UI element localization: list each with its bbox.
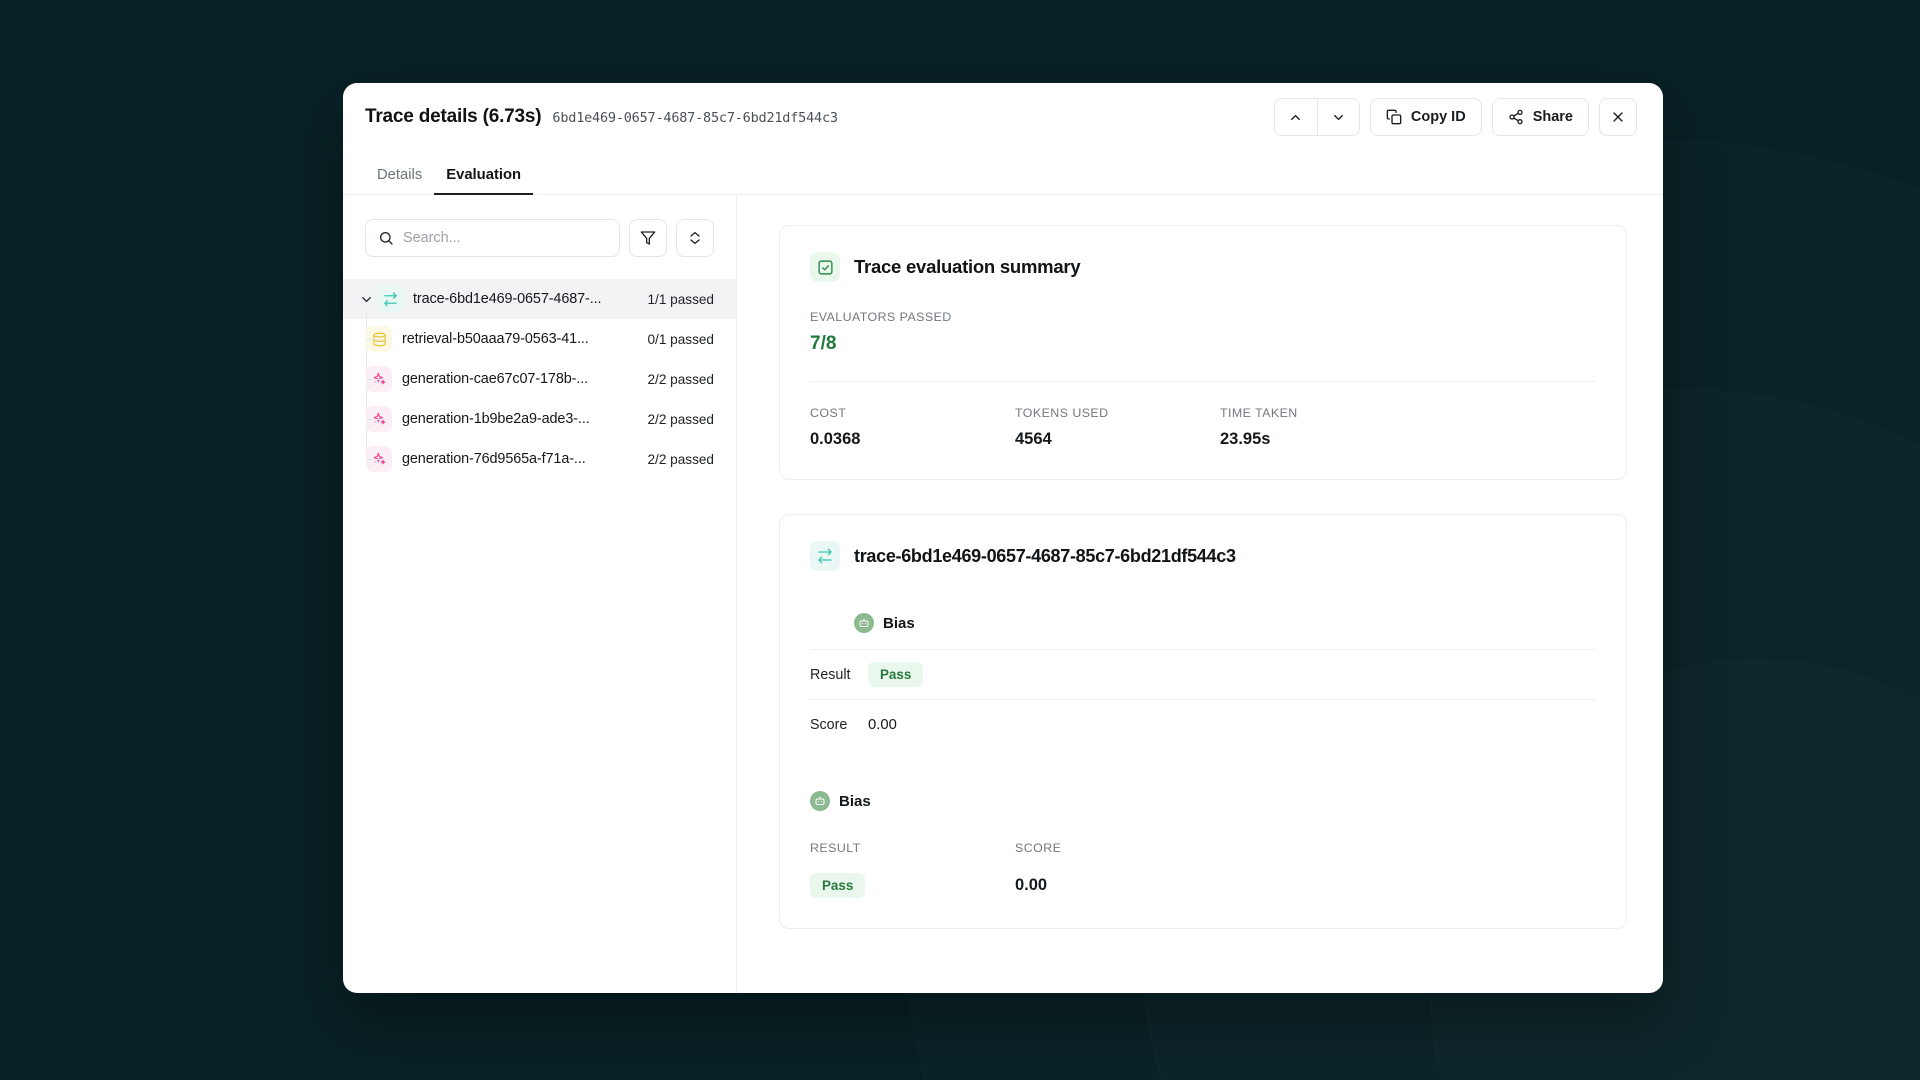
metric-value: 0.0368 [810, 430, 861, 448]
copy-id-button[interactable]: Copy ID [1369, 98, 1482, 136]
share-button[interactable]: Share [1491, 98, 1589, 136]
span-tree-pane: trace-6bd1e469-0657-4687-... 1/1 passed … [343, 195, 737, 993]
filter-button[interactable] [629, 219, 667, 257]
result-key: Result [810, 666, 851, 683]
copy-icon [1386, 109, 1402, 125]
score-value: 0.00 [868, 716, 897, 733]
search-icon [378, 230, 394, 246]
evaluators-passed-label: EVALUATORS PASSED [810, 310, 952, 324]
tree-row-generation-2[interactable]: generation-1b9be2a9-ade3-... 2/2 passed [343, 399, 736, 439]
chevron-up-icon [1288, 110, 1303, 125]
tree-item-label: retrieval-b50aaa79-0563-41... [402, 331, 589, 347]
summary-divider [810, 381, 1596, 382]
modal-header: Trace details (6.73s) 6bd1e469-0657-4687… [343, 83, 1663, 151]
sparkle-icon [366, 406, 392, 432]
score-cell: 0.00 [1015, 876, 1048, 894]
metric-label: TOKENS USED [1015, 406, 1109, 420]
tab-bar: Details Evaluation [343, 151, 1663, 195]
tab-details[interactable]: Details [365, 167, 434, 194]
tab-evaluation[interactable]: Evaluation [434, 167, 533, 195]
trace-id-text: 6bd1e469-0657-4687-85c7-6bd21df544c3 [552, 110, 838, 126]
metric-label: COST [810, 406, 847, 420]
next-trace-button[interactable] [1316, 99, 1359, 135]
bot-icon [854, 613, 874, 633]
evaluation-detail-pane: Trace evaluation summary EVALUATORS PASS… [737, 195, 1663, 993]
tree-item-label: generation-76d9565a-f71a-... [402, 451, 586, 467]
trace-card-title: trace-6bd1e469-0657-4687-85c7-6bd21df544… [854, 545, 1236, 566]
share-label: Share [1532, 109, 1573, 125]
trace-evaluator-card: trace-6bd1e469-0657-4687-85c7-6bd21df544… [779, 514, 1627, 929]
evaluator-column-headers: RESULT SCORE [810, 841, 1596, 855]
collapse-all-button[interactable] [676, 219, 714, 257]
trace-icon [810, 541, 840, 571]
filter-icon [640, 230, 656, 246]
tree-item-label: generation-cae67c07-178b-... [402, 371, 589, 387]
trace-icon [377, 286, 403, 312]
score-column-header: SCORE [1015, 841, 1062, 855]
close-icon [1610, 109, 1626, 125]
evaluator-top-table: Result Pass Score 0.00 [810, 649, 1596, 749]
modal-body: trace-6bd1e469-0657-4687-... 1/1 passed … [343, 195, 1663, 993]
metric-value: 23.95s [1220, 430, 1271, 448]
search-toolbar [343, 219, 736, 257]
check-square-icon [810, 252, 840, 282]
span-tree: trace-6bd1e469-0657-4687-... 1/1 passed … [343, 279, 736, 479]
result-cell: Pass [810, 873, 1015, 898]
evaluator-name: Bias [883, 614, 915, 632]
tree-item-status: 0/1 passed [647, 331, 714, 347]
trace-details-modal: Trace details (6.73s) 6bd1e469-0657-4687… [343, 83, 1663, 993]
metric-cost: COST 0.0368 [810, 406, 1015, 449]
sparkle-icon [366, 366, 392, 392]
share-icon [1508, 109, 1524, 125]
summary-metrics: COST 0.0368 TOKENS USED 4564 TIME TAKEN … [810, 406, 1596, 449]
tree-item-status: 2/2 passed [647, 451, 714, 467]
trace-card-header: trace-6bd1e469-0657-4687-85c7-6bd21df544… [810, 541, 1596, 571]
collapse-all-icon [687, 230, 703, 246]
evaluator-bottom-table: RESULT SCORE Pass 0.00 [810, 841, 1596, 898]
evaluators-passed-block: EVALUATORS PASSED 7/8 [810, 310, 1596, 355]
tree-item-label: trace-6bd1e469-0657-4687-... [413, 291, 602, 307]
score-key: Score [810, 716, 848, 733]
evaluator-name: Bias [839, 792, 871, 810]
tree-item-label: generation-1b9be2a9-ade3-... [402, 411, 590, 427]
metric-label: TIME TAKEN [1220, 406, 1298, 420]
tree-children: retrieval-b50aaa79-0563-41... 0/1 passed… [343, 309, 736, 479]
status-badge: Pass [868, 662, 924, 687]
header-title-group: Trace details (6.73s) 6bd1e469-0657-4687… [365, 106, 1274, 128]
status-badge: Pass [810, 873, 866, 898]
copy-id-label: Copy ID [1410, 109, 1466, 125]
search-input[interactable] [403, 230, 607, 246]
tree-row-trace[interactable]: trace-6bd1e469-0657-4687-... 1/1 passed [343, 279, 736, 319]
previous-trace-button[interactable] [1274, 99, 1317, 135]
database-icon [366, 326, 392, 352]
tree-row-generation-3[interactable]: generation-76d9565a-f71a-... 2/2 passed [343, 439, 736, 479]
sparkle-icon [366, 446, 392, 472]
search-box[interactable] [365, 219, 620, 257]
evaluator-header-top: Bias [810, 613, 1596, 633]
evaluator-header-bottom: Bias [810, 791, 1596, 811]
expand-chevron-icon[interactable] [355, 292, 377, 307]
evaluator-column-values: Pass 0.00 [810, 873, 1596, 898]
evaluator-score-row: Score 0.00 [810, 699, 1596, 749]
tree-item-status: 2/2 passed [647, 371, 714, 387]
tree-item-status: 1/1 passed [647, 291, 714, 307]
chevron-down-icon [1331, 110, 1346, 125]
evaluators-passed-value: 7/8 [810, 333, 837, 354]
summary-card-header: Trace evaluation summary [810, 252, 1596, 282]
metric-value: 4564 [1015, 430, 1052, 448]
bot-icon [810, 791, 830, 811]
nav-button-group [1273, 98, 1360, 136]
evaluator-result-row: Result Pass [810, 649, 1596, 699]
header-actions: Copy ID Share [1273, 98, 1637, 136]
close-modal-button[interactable] [1599, 98, 1637, 136]
trace-evaluation-summary-card: Trace evaluation summary EVALUATORS PASS… [779, 225, 1627, 480]
tree-row-retrieval[interactable]: retrieval-b50aaa79-0563-41... 0/1 passed [343, 319, 736, 359]
metric-time-taken: TIME TAKEN 23.95s [1220, 406, 1425, 449]
tree-row-generation-1[interactable]: generation-cae67c07-178b-... 2/2 passed [343, 359, 736, 399]
metric-tokens-used: TOKENS USED 4564 [1015, 406, 1220, 449]
result-column-header: RESULT [810, 841, 861, 855]
page-title: Trace details (6.73s) [365, 106, 542, 127]
tree-item-status: 2/2 passed [647, 411, 714, 427]
summary-card-title: Trace evaluation summary [854, 256, 1081, 277]
